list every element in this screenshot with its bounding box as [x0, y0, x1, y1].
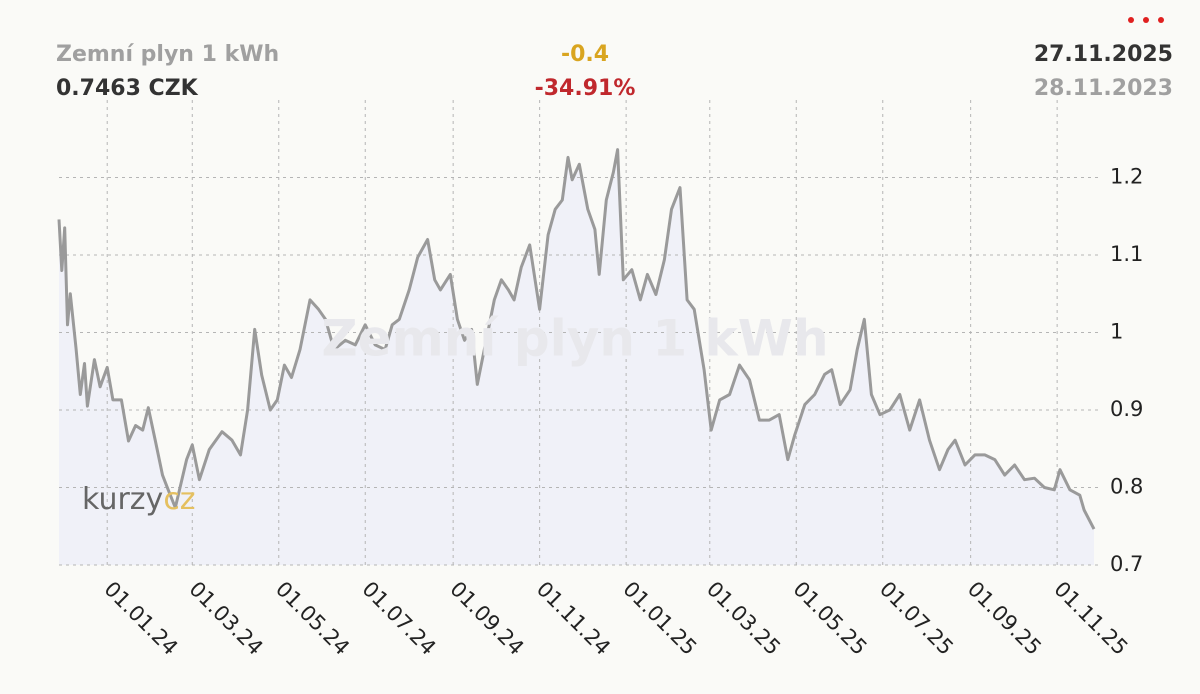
x-tick-label: 01.09.24: [445, 577, 528, 660]
change: -0.4: [561, 42, 609, 67]
logo: kurzycz: [82, 482, 196, 517]
x-tick-label: 01.09.25: [963, 577, 1046, 660]
x-tick-label: 01.11.24: [532, 577, 615, 660]
menu-icon[interactable]: [1128, 17, 1164, 23]
y-tick-label: 0.8: [1110, 475, 1143, 499]
plot-area: 0.7 0.8 0.9 1 1.1 1.2 01.01.24 01.03.24 01.05.24…: [57, 100, 1143, 660]
last-value: 0.7463 CZK: [56, 76, 199, 101]
x-tick-label: 01.05.24: [271, 577, 354, 660]
line: [57, 148, 1096, 530]
x-tick-label: 01.07.25: [875, 577, 958, 660]
x-tick-label: 01.05.25: [788, 577, 871, 660]
menu-dot[interactable]: [1128, 17, 1134, 23]
y-tick-label: 1.1: [1110, 242, 1143, 266]
x-tick-label: 01.01.24: [99, 577, 182, 660]
watermark: Zemní plyn 1 kWh: [321, 310, 828, 368]
y-tick-label: 1: [1110, 320, 1123, 344]
y-tick-label: 0.9: [1110, 397, 1143, 421]
area: [59, 149, 1094, 565]
logo-accent: cz: [163, 482, 195, 517]
x-tick-label: 01.07.24: [357, 577, 440, 660]
y-tick-label: 0.7: [1110, 552, 1143, 576]
y-tick-label: 1.2: [1110, 165, 1143, 189]
x-tick-label: 01.01.25: [618, 577, 701, 660]
x-tick-label: 01.11.25: [1049, 577, 1132, 660]
menu-dot[interactable]: [1158, 17, 1164, 23]
menu-dot[interactable]: [1143, 17, 1149, 23]
title: Zemní plyn 1 kWh: [56, 42, 279, 67]
x-tick-label: 01.03.24: [184, 577, 267, 660]
change-percent: -34.91%: [535, 76, 636, 101]
logo-text: kurzy: [82, 482, 163, 517]
start-date: 28.11.2023: [1034, 76, 1173, 101]
x-tick-label: 01.03.25: [702, 577, 785, 660]
end-date: 27.11.2025: [1034, 42, 1173, 67]
